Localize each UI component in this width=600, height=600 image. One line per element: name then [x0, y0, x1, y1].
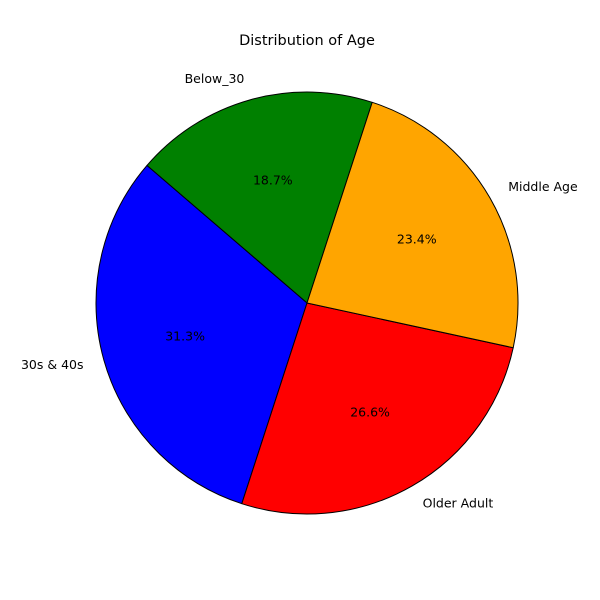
pie-slice-middle-age — [306, 101, 519, 349]
chart-title: Distribution of Age — [239, 33, 375, 49]
pie-percent-30s-40s: 31.3% — [165, 329, 205, 344]
pie-slice-older-adult — [241, 302, 514, 515]
pie-label-middle-age: Middle Age — [508, 179, 578, 194]
pie-labels: Below_30 30s & 40s Older Adult Middle Age — [21, 71, 578, 511]
pie-percent-below-30: 18.7% — [253, 173, 293, 188]
pie-slice-below-30 — [146, 91, 373, 304]
pie-label-older-adult: Older Adult — [423, 496, 494, 511]
pie-slices — [95, 91, 519, 515]
pie-percent-middle-age: 23.4% — [397, 231, 437, 246]
pie-label-below-30: Below_30 — [185, 71, 245, 86]
pie-percent-older-adult: 26.6% — [350, 404, 390, 419]
pie-slice-30s-40s — [95, 164, 308, 505]
pie-percent-labels: 18.7% 31.3% 26.6% 23.4% — [165, 173, 437, 420]
pie-label-30s-40s: 30s & 40s — [21, 357, 84, 372]
